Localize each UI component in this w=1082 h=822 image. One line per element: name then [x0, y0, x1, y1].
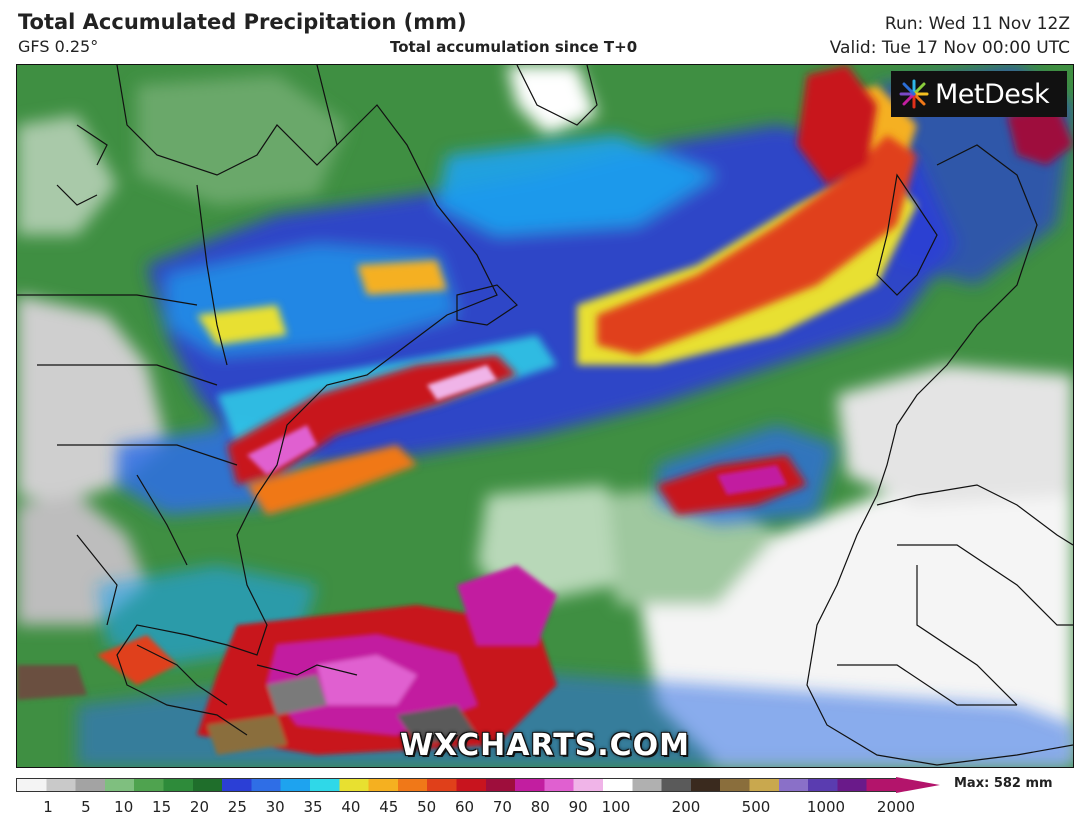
model-label: GFS 0.25°	[18, 37, 99, 56]
starburst-icon	[899, 79, 929, 109]
legend-max-arrow	[896, 777, 940, 793]
map-subtitle: Total accumulation since T+0	[390, 38, 638, 56]
dry-areas	[17, 65, 1073, 765]
watermark: WXCHARTS.COM	[399, 728, 691, 763]
legend-tick-label: 30	[265, 798, 285, 816]
legend-max-label: Max: 582 mm	[954, 776, 1053, 791]
extreme-precip-cores	[17, 365, 787, 755]
legend-tick-label: 100	[601, 798, 631, 816]
logo-text: MetDesk	[935, 78, 1050, 110]
legend-tick-label: 90	[568, 798, 588, 816]
legend-tick-label: 1000	[806, 798, 846, 816]
legend-ticks: 1 5 10 15 20 25 30 35 40 45 50 60 70 80 90 100 200 500 100…	[16, 798, 915, 818]
legend-tick-label: 5	[81, 798, 91, 816]
legend-tick-label: 25	[227, 798, 247, 816]
legend-tick-label: 15	[152, 798, 172, 816]
metdesk-logo: MetDesk	[891, 71, 1067, 117]
legend-tick-label: 40	[341, 798, 361, 816]
legend-tick-label: 35	[303, 798, 323, 816]
legend-tick-label: 45	[379, 798, 399, 816]
map-canvas	[17, 65, 1073, 767]
legend-tick-label: 50	[417, 798, 437, 816]
run-time: Run: Wed 11 Nov 12Z	[884, 14, 1070, 34]
legend-tick-label: 2000	[876, 798, 916, 816]
legend-tick-label: 20	[189, 798, 209, 816]
legend-tick-label: 500	[741, 798, 771, 816]
legend-tick-label: 80	[530, 798, 550, 816]
precipitation-map: MetDesk WXCHARTS.COM	[16, 64, 1074, 768]
coastlines	[17, 65, 1073, 766]
legend-colorbar	[16, 778, 896, 792]
map-title: Total Accumulated Precipitation (mm)	[18, 10, 467, 34]
legend-tick-label: 60	[454, 798, 475, 816]
legend-tick-label: 200	[671, 798, 701, 816]
legend-tick-label: 1	[43, 798, 53, 816]
legend-tick-label: 70	[492, 798, 512, 816]
legend-tick-label: 10	[114, 798, 134, 816]
valid-time: Valid: Tue 17 Nov 00:00 UTC	[829, 38, 1070, 58]
